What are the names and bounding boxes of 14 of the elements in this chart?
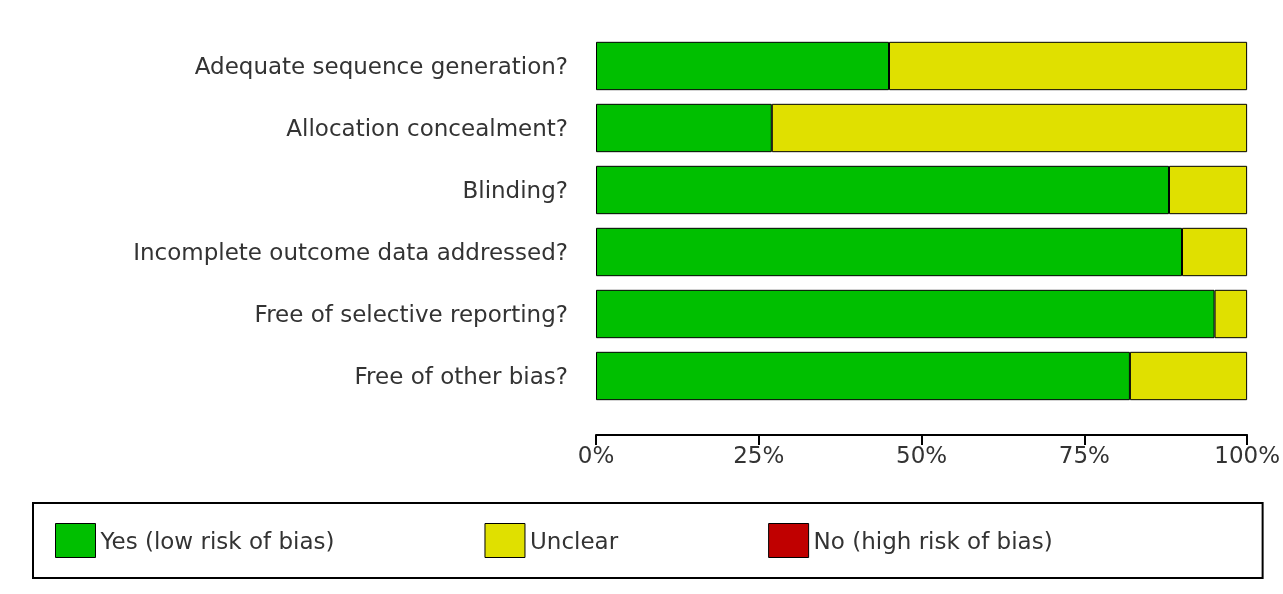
x-tick-label: 50% <box>896 441 948 468</box>
x-tick-label: 100% <box>1214 441 1281 468</box>
y-tick-label: Adequate sequence generation? <box>194 53 568 79</box>
y-tick-label: Free of other bias? <box>354 363 568 389</box>
legend-label: No (high risk of bias) <box>813 527 1053 554</box>
y-tick-label: Blinding? <box>462 177 568 203</box>
legend-label: Yes (low risk of bias) <box>99 527 335 554</box>
y-tick-label: Allocation concealment? <box>286 115 568 141</box>
x-tick-label: 75% <box>1058 441 1110 468</box>
y-tick-label: Incomplete outcome data addressed? <box>133 239 568 265</box>
legend-label: Unclear <box>529 527 619 554</box>
x-tick-label: 0% <box>577 441 615 468</box>
x-tick-label: 25% <box>733 441 785 468</box>
y-tick-label: Free of selective reporting? <box>254 301 568 327</box>
